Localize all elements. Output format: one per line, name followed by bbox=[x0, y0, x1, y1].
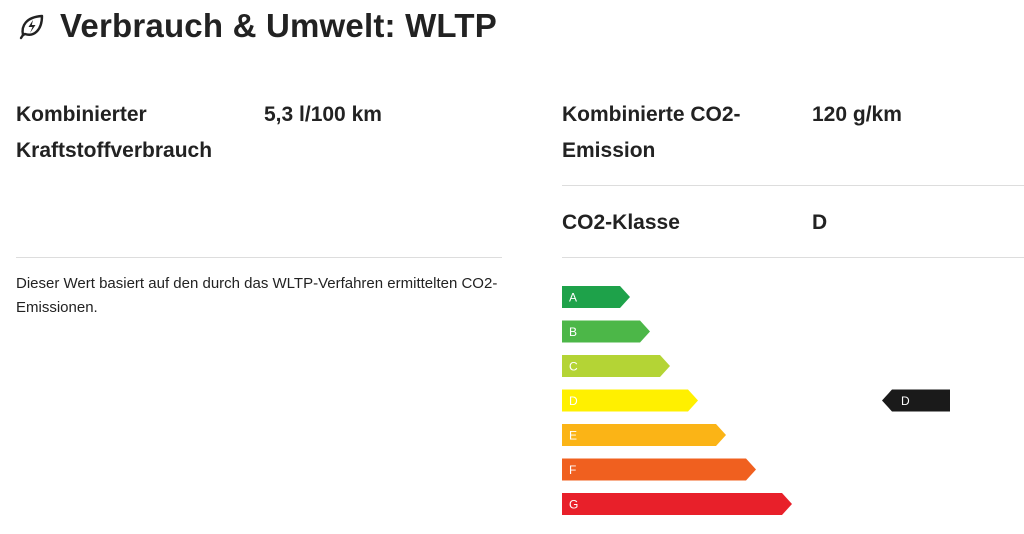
co2-emission-label-line2: Emission bbox=[562, 139, 656, 162]
co2-class-e-bar: E bbox=[562, 424, 726, 446]
co2-class-c-arrow bbox=[562, 355, 670, 377]
co2-efficiency-label: A B C D E F G D bbox=[562, 286, 962, 522]
wltp-note: Dieser Wert basiert auf den durch das WL… bbox=[16, 275, 498, 316]
co2-class-c-bar: C bbox=[562, 355, 670, 377]
right-divider-2 bbox=[562, 257, 1024, 258]
co2-class-b-letter: B bbox=[569, 325, 577, 339]
co2-class-g-letter: G bbox=[569, 498, 578, 512]
leaf-bolt-icon bbox=[18, 12, 46, 40]
co2-class-selected-arrow bbox=[882, 389, 950, 412]
co2-class-f-letter: F bbox=[569, 463, 576, 477]
right-divider-1 bbox=[562, 185, 1024, 186]
fuel-consumption-label: Kombinierter Kraftstoffverbrauch bbox=[16, 97, 212, 169]
co2-class-b-arrow bbox=[562, 320, 650, 343]
co2-efficiency-scale: A B C D E F G D bbox=[562, 286, 950, 515]
co2-class-selected-letter: D bbox=[901, 394, 910, 408]
co2-emission-value: 120 g/km bbox=[812, 103, 902, 126]
co2-class-f-arrow bbox=[562, 458, 756, 481]
fuel-consumption-value: 5,3 l/100 km bbox=[264, 103, 382, 126]
co2-class-c-letter: C bbox=[569, 360, 578, 374]
co2-class-f-bar: F bbox=[562, 458, 756, 481]
co2-class-e-letter: E bbox=[569, 429, 577, 443]
co2-class-label: CO2-Klasse bbox=[562, 211, 680, 234]
left-divider bbox=[16, 257, 502, 258]
co2-emission-label: Kombinierte CO2- Emission bbox=[562, 97, 741, 169]
co2-class-selected-marker: D bbox=[882, 389, 950, 412]
co2-class-a-bar: A bbox=[562, 286, 630, 308]
co2-class-a-arrow bbox=[562, 286, 630, 308]
co2-class-d-arrow bbox=[562, 389, 698, 412]
fuel-consumption-label-line1: Kombinierter bbox=[16, 103, 147, 126]
co2-class-g-arrow bbox=[562, 493, 792, 515]
co2-emission-label-line1: Kombinierte CO2- bbox=[562, 103, 741, 126]
page-title: Verbrauch & Umwelt: WLTP bbox=[60, 7, 497, 44]
co2-class-e-arrow bbox=[562, 424, 726, 446]
section-header: Verbrauch & Umwelt: WLTP bbox=[18, 4, 497, 48]
co2-class-value: D bbox=[812, 211, 828, 234]
co2-class-g-bar: G bbox=[562, 493, 792, 515]
co2-class-b-bar: B bbox=[562, 320, 650, 343]
co2-class-d-bar: D bbox=[562, 389, 698, 412]
fuel-consumption-label-line2: Kraftstoffverbrauch bbox=[16, 139, 213, 162]
co2-class-d-letter: D bbox=[569, 394, 578, 408]
co2-class-a-letter: A bbox=[569, 291, 577, 305]
